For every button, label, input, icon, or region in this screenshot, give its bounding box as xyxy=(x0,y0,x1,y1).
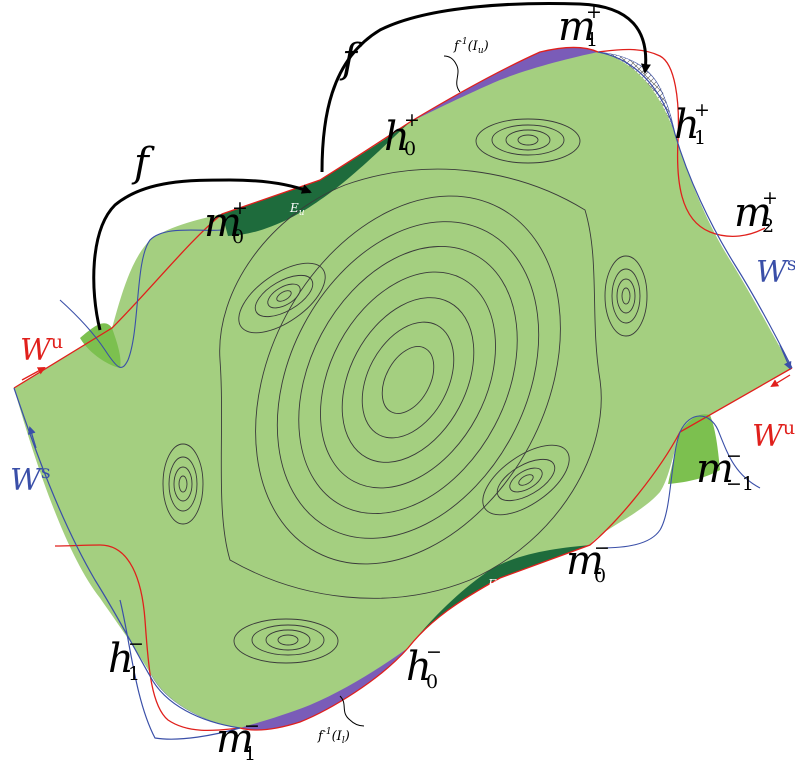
map-arrow-right xyxy=(320,2,651,173)
label-finv-il: f-1(Il) xyxy=(317,727,350,746)
label-m0-minus: m − 0 xyxy=(566,537,610,587)
label-el: El xyxy=(487,577,500,594)
map-label-f-left: f xyxy=(131,140,155,186)
svg-text:1: 1 xyxy=(586,29,598,51)
svg-text:h: h xyxy=(674,102,700,148)
leader-finv-il xyxy=(339,695,365,727)
label-h0-plus: h + 0 xyxy=(384,109,420,160)
svg-text:+: + xyxy=(762,187,778,209)
wu-arrow-left xyxy=(21,367,46,381)
lobe-eu-dark xyxy=(222,122,410,236)
ws-arrow-left xyxy=(27,426,37,449)
invariant-region xyxy=(14,47,792,730)
svg-text:m: m xyxy=(216,716,254,762)
ws-label-left: Ws xyxy=(10,461,51,498)
map-arrow-left xyxy=(92,178,312,331)
svg-text:−: − xyxy=(426,641,442,663)
ws-label-right: Ws xyxy=(756,253,795,290)
label-eu: Eu xyxy=(289,201,305,218)
ws-arrow-right xyxy=(779,344,792,370)
svg-text:m: m xyxy=(204,200,242,246)
svg-text:0: 0 xyxy=(232,226,244,248)
label-h1-minus: h − 1 xyxy=(108,633,144,685)
leader-finv-iu xyxy=(443,55,461,93)
label-m0-plus: m + 0 xyxy=(204,197,248,248)
label-m1-plus: m + 1 xyxy=(558,1,602,51)
svg-text:+: + xyxy=(694,99,710,121)
label-m-minus1-minus: m − −1 xyxy=(696,445,754,495)
svg-text:1: 1 xyxy=(694,127,706,149)
svg-text:−: − xyxy=(594,537,610,559)
label-finv-iu: f-1(Iu) xyxy=(453,37,489,56)
island-bottom xyxy=(233,618,339,664)
label-m2-plus: m + 2 xyxy=(734,187,778,237)
svg-text:+: + xyxy=(232,197,248,219)
central-island-contours xyxy=(219,168,602,599)
island-lower-right xyxy=(482,444,570,516)
svg-text:h: h xyxy=(406,644,432,690)
svg-text:1: 1 xyxy=(128,663,140,685)
label-h1-plus: h + 1 xyxy=(674,99,710,149)
island-left-upper xyxy=(238,262,326,334)
wu-label-right: Wu xyxy=(752,417,795,454)
svg-text:0: 0 xyxy=(426,671,438,693)
svg-text:−1: −1 xyxy=(726,473,754,495)
island-left-lower xyxy=(162,443,204,525)
label-m1-minus: m − 1 xyxy=(216,715,260,764)
stable-manifold-upper-tail xyxy=(59,229,223,368)
wu-label-left: Wu xyxy=(20,331,63,368)
svg-text:h: h xyxy=(108,636,134,682)
svg-text:m: m xyxy=(734,190,772,236)
label-h0-minus: h − 0 xyxy=(406,641,442,693)
wu-arrow-right xyxy=(770,374,791,388)
unstable-manifold-lower xyxy=(54,367,793,732)
island-upper-right xyxy=(475,118,581,164)
svg-text:0: 0 xyxy=(594,565,606,587)
svg-text:2: 2 xyxy=(762,215,774,237)
lobe-el-dark xyxy=(408,545,590,648)
island-right xyxy=(604,255,648,337)
lobe-left-green xyxy=(80,323,121,368)
svg-text:1: 1 xyxy=(244,743,256,764)
stable-manifold-right xyxy=(597,51,793,369)
svg-text:h: h xyxy=(384,114,410,160)
svg-text:−: − xyxy=(128,633,144,655)
stable-manifold-lower-tail xyxy=(599,415,761,549)
svg-text:+: + xyxy=(586,1,602,23)
svg-text:m: m xyxy=(558,4,596,50)
map-label-f-right: f xyxy=(339,36,363,82)
lobe-finv-iu-purple xyxy=(410,47,598,122)
stable-manifold-left xyxy=(13,387,241,740)
svg-text:0: 0 xyxy=(404,138,416,160)
svg-text:m: m xyxy=(566,538,604,584)
svg-text:−: − xyxy=(244,715,260,737)
svg-text:+: + xyxy=(404,109,420,131)
svg-text:m: m xyxy=(696,446,734,492)
svg-text:−: − xyxy=(726,445,742,467)
